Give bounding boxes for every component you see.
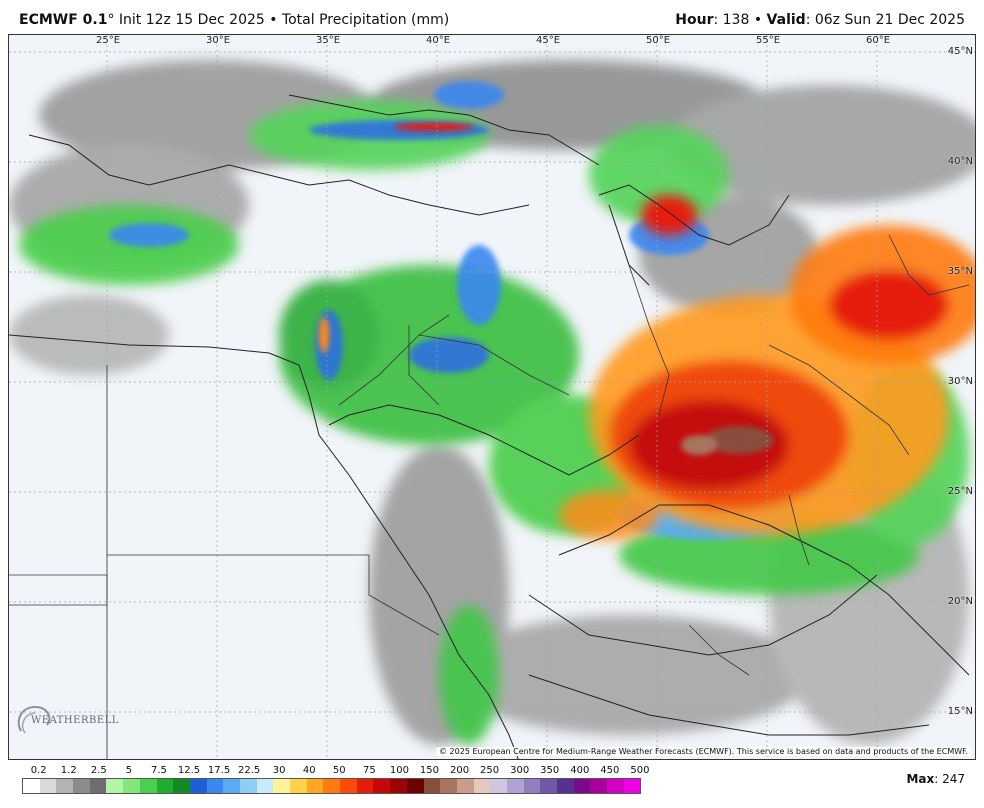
latitude-label: 25°N	[947, 486, 973, 497]
legend-tick-label: 40	[302, 765, 316, 776]
colorbar-swatch	[456, 779, 474, 793]
colorbar-swatch	[490, 779, 507, 793]
latitude-label: 45°N	[947, 46, 973, 57]
legend-tick-label: 30	[272, 765, 286, 776]
max-label-text: Max	[906, 772, 935, 786]
latitude-label: 40°N	[947, 156, 973, 167]
model-name: ECMWF 0.1	[19, 12, 108, 28]
colorbar-swatch	[356, 779, 374, 793]
legend-tick-label: 17.5	[207, 765, 231, 776]
longitude-label: 35°E	[316, 35, 341, 46]
legend-tick-label: 50	[332, 765, 346, 776]
colorbar-swatch	[156, 779, 174, 793]
colorbar-swatch	[323, 779, 341, 793]
colorbar-swatch	[73, 779, 90, 793]
colorbar-swatch	[223, 779, 240, 793]
degree-symbol: °	[107, 12, 115, 28]
legend-tick-label: 7.5	[150, 765, 167, 776]
precipitation-map[interactable]: 25°E 30°E 35°E 40°E 45°E 50°E 55°E 60°E …	[8, 34, 976, 760]
colorbar-swatch	[290, 779, 307, 793]
longitude-label: 50°E	[646, 35, 671, 46]
colorbar-swatch	[607, 779, 624, 793]
colorbar-swatch	[406, 779, 424, 793]
latitude-label: 15°N	[947, 706, 973, 717]
longitude-label: 25°E	[96, 35, 121, 46]
legend-tick-label: 300	[510, 765, 530, 776]
colorbar-swatch	[56, 779, 74, 793]
latitude-label: 35°N	[947, 266, 973, 277]
legend-tick-label: 75	[362, 765, 376, 776]
max-value: Max: 247	[906, 772, 965, 786]
legend-tick-label: 400	[570, 765, 590, 776]
legend-tick-labels: 0.2 1.2 2.5 5 7.5 12.5 17.5 22.5 30 40 50 75 100 150 2…	[22, 765, 722, 777]
map-canvas	[9, 35, 975, 759]
colorbar-swatch	[440, 779, 457, 793]
latitude-label: 30°N	[947, 376, 973, 387]
latitude-label: 20°N	[947, 596, 973, 607]
longitude-label: 60°E	[866, 35, 891, 46]
map-header: ECMWF 0.1° Init 12z 15 Dec 2025 • Total …	[0, 0, 984, 34]
colorbar-swatch	[173, 779, 190, 793]
colorbar-swatch	[39, 779, 57, 793]
colorbar-swatch	[557, 779, 574, 793]
colorbar-swatch	[390, 779, 407, 793]
colorbar-swatch	[239, 779, 257, 793]
colorbar-swatch	[373, 779, 391, 793]
legend-tick-label: 12.5	[177, 765, 201, 776]
colorbar-swatch	[506, 779, 524, 793]
country-borders	[9, 234, 970, 759]
logo-swirl-icon	[17, 705, 51, 734]
extreme-precip-areas	[559, 195, 975, 540]
colorbar-swatch	[256, 779, 274, 793]
precip-colorbar	[22, 778, 642, 794]
valid-label: Valid	[766, 12, 806, 28]
colorbar-swatch	[540, 779, 557, 793]
legend-tick-label: 0.2	[30, 765, 47, 776]
colorbar-swatch	[590, 779, 608, 793]
hour-value: : 138 •	[713, 12, 763, 28]
init-text: Init 12z 15 Dec 2025 • Total Precipitati…	[118, 12, 450, 28]
longitude-label: 40°E	[426, 35, 451, 46]
legend-tick-label: 150	[419, 765, 440, 776]
colorbar-swatch	[189, 779, 207, 793]
legend-tick-label: 100	[389, 765, 409, 776]
colorbar-swatch	[106, 779, 124, 793]
legend-tick-label: 22.5	[237, 765, 261, 776]
colorbar-swatch	[306, 779, 324, 793]
colorbar-swatch	[23, 779, 40, 793]
longitude-label: 45°E	[536, 35, 561, 46]
colorbar-swatch	[573, 779, 591, 793]
colorbar-swatch	[89, 779, 107, 793]
coastlines	[9, 94, 970, 759]
legend-tick-label: 250	[480, 765, 500, 776]
colorbar-swatch	[123, 779, 140, 793]
legend-tick-label: 350	[540, 765, 560, 776]
valid-value: : 06z Sun 21 Dec 2025	[805, 12, 965, 28]
logo-text: WEATHERBELL	[31, 715, 119, 726]
legend-tick-label: 200	[449, 765, 470, 776]
graticule	[9, 35, 975, 759]
colorbar-swatch	[473, 779, 491, 793]
colorbar-swatch	[623, 779, 641, 793]
weatherbell-logo: WEATHERBELL	[13, 701, 118, 741]
colorbar-swatch	[273, 779, 290, 793]
colorbar-swatch	[206, 779, 224, 793]
hour-label: Hour	[675, 12, 714, 28]
colorbar-swatch	[340, 779, 357, 793]
max-number: : 247	[934, 772, 965, 786]
longitude-label: 55°E	[756, 35, 781, 46]
ecmwf-credits: © 2025 European Centre for Medium-Range …	[436, 747, 971, 756]
map-title: ECMWF 0.1° Init 12z 15 Dec 2025 • Total …	[19, 12, 449, 28]
legend-tick-label: 450	[600, 765, 620, 776]
legend-tick-label: 2.5	[90, 765, 107, 776]
peak-precip-areas	[319, 123, 774, 455]
legend-tick-label: 500	[630, 765, 650, 776]
legend-tick-label: 5	[125, 765, 133, 776]
legend-tick-label: 1.2	[60, 765, 77, 776]
colorbar-swatch	[523, 779, 541, 793]
colorbar-swatch	[139, 779, 157, 793]
colorbar-swatch	[423, 779, 441, 793]
longitude-label: 30°E	[206, 35, 231, 46]
valid-time: Hour: 138 • Valid: 06z Sun 21 Dec 2025	[675, 12, 965, 28]
